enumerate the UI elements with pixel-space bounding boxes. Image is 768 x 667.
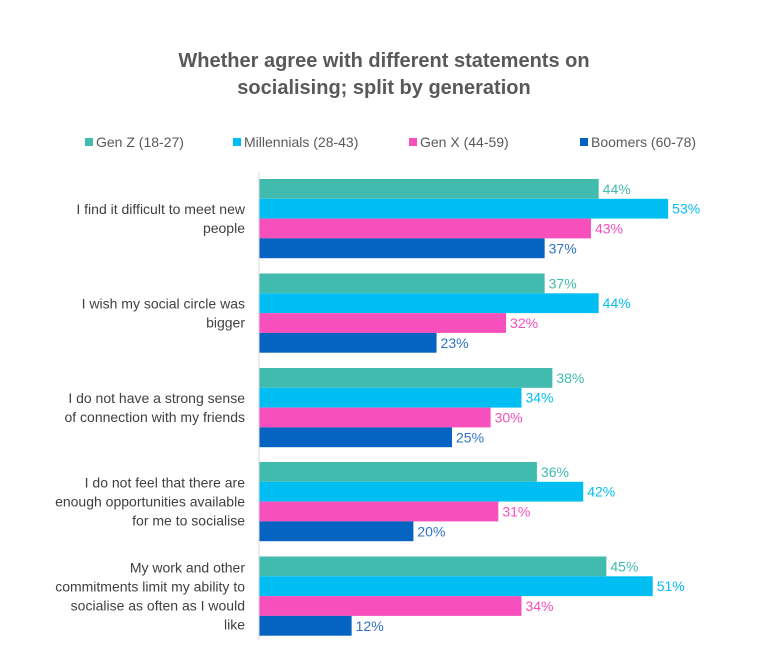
data-label: 23%: [441, 335, 469, 351]
data-label: 34%: [525, 390, 553, 406]
bar: [259, 313, 507, 333]
bar: [259, 198, 669, 219]
bar: [259, 387, 522, 408]
legend-swatch: [409, 138, 417, 146]
legend: Gen Z (18-27) Millennials (28-43) Gen X (4…: [85, 134, 696, 150]
bar: [259, 615, 352, 636]
data-label: 30%: [495, 410, 523, 426]
data-label: 37%: [549, 240, 577, 256]
bar: [259, 179, 599, 199]
data-label: 36%: [541, 464, 569, 480]
bar: [259, 501, 499, 522]
data-label: 53%: [672, 201, 700, 217]
bar: [259, 332, 437, 353]
bar: [259, 218, 591, 239]
data-label: 45%: [610, 558, 638, 574]
bar: [259, 238, 545, 259]
category-label: My work and other: [130, 560, 245, 576]
bar: [259, 273, 545, 294]
category-label: of connection with my friends: [64, 409, 245, 425]
legend-label: Gen X (44-59): [420, 134, 509, 150]
data-label: 34%: [525, 598, 553, 614]
data-label: 31%: [502, 504, 530, 520]
bar: [259, 293, 599, 314]
category-label: bigger: [206, 315, 245, 331]
data-label: 43%: [595, 221, 623, 237]
category-label: people: [203, 220, 245, 236]
legend-label: Gen Z (18-27): [96, 134, 184, 150]
data-label: 12%: [356, 618, 384, 634]
bar: [259, 407, 491, 428]
bar: [259, 368, 553, 388]
bar: [259, 481, 584, 502]
legend-swatch: [85, 138, 93, 146]
chart-title-line-2: socialising; split by generation: [237, 77, 530, 99]
data-label: 32%: [510, 315, 538, 331]
category-label: socialise as often as I would: [71, 598, 245, 614]
category-label: I do not feel that there are: [85, 475, 246, 491]
bar: [259, 556, 607, 577]
bar: [259, 521, 414, 542]
data-label: 20%: [417, 523, 445, 539]
data-label: 44%: [603, 181, 631, 197]
bar: [259, 596, 522, 616]
legend-label: Boomers (60-78): [591, 134, 696, 150]
data-label: 25%: [456, 429, 484, 445]
legend-swatch: [233, 138, 241, 146]
bar: [259, 462, 537, 482]
category-label: I do not have a strong sense: [68, 390, 245, 406]
category-label: commitments limit my ability to: [55, 579, 245, 595]
data-label: 44%: [603, 295, 631, 311]
chart-title-line-1: Whether agree with different statements …: [178, 50, 589, 72]
legend-swatch: [580, 138, 588, 146]
category-label: enough opportunities available: [55, 494, 245, 510]
bar: [259, 427, 452, 448]
category-label: I find it difficult to meet new: [76, 201, 245, 217]
bars: 44%53%43%37%37%44%32%23%38%34%30%25%36%4…: [259, 179, 700, 636]
category-label: I wish my social circle was: [82, 296, 245, 312]
data-label: 37%: [549, 275, 577, 291]
category-labels: I find it difficult to meet new people I w…: [55, 201, 246, 632]
data-label: 42%: [587, 484, 615, 500]
data-label: 38%: [556, 370, 584, 386]
data-label: 51%: [657, 578, 685, 594]
bar: [259, 576, 653, 597]
legend-label: Millennials (28-43): [244, 134, 358, 150]
category-label: for me to socialise: [132, 513, 245, 529]
category-label: like: [224, 617, 245, 633]
